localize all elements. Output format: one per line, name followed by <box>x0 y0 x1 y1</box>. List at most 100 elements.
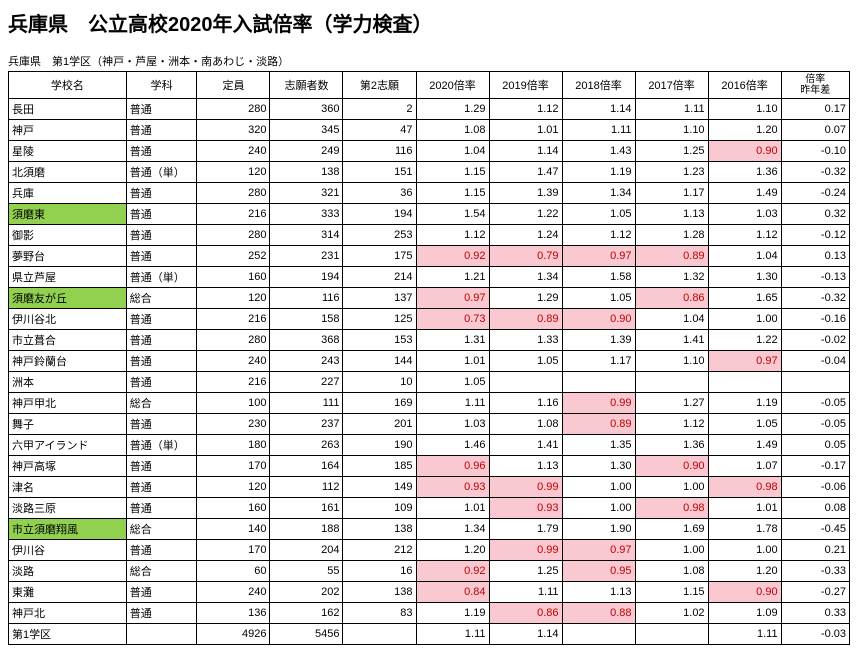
cell-r19: 0.86 <box>489 603 562 624</box>
cell-total: 1.11 <box>708 624 781 645</box>
cell-dept: 普通 <box>126 351 197 372</box>
cell-r19: 1.16 <box>489 393 562 414</box>
cell-r16: 1.20 <box>708 120 781 141</box>
cell-diff: 0.05 <box>781 435 849 456</box>
cell-r17: 1.69 <box>635 519 708 540</box>
col-applicants: 志願者数 <box>270 72 343 99</box>
cell-dept: 普通 <box>126 372 197 393</box>
cell-diff: -0.33 <box>781 561 849 582</box>
cell-dept: 普通 <box>126 183 197 204</box>
cell-r20: 0.73 <box>416 309 489 330</box>
cell-diff: -0.12 <box>781 225 849 246</box>
cell-r17: 1.17 <box>635 183 708 204</box>
cell-cap: 280 <box>197 225 270 246</box>
cell-app: 112 <box>270 477 343 498</box>
col-2016: 2016倍率 <box>708 72 781 99</box>
cell-r20: 1.34 <box>416 519 489 540</box>
table-row: 長田普通28036021.291.121.141.111.100.17 <box>9 99 850 120</box>
cell-school: 神戸北 <box>9 603 127 624</box>
cell-r16: 1.20 <box>708 561 781 582</box>
cell-school: 北須磨 <box>9 162 127 183</box>
cell-app: 227 <box>270 372 343 393</box>
table-row: 津名普通1201121490.930.991.001.000.98-0.06 <box>9 477 850 498</box>
cell-school: 夢野台 <box>9 246 127 267</box>
cell-cap: 100 <box>197 393 270 414</box>
cell-sec: 201 <box>343 414 416 435</box>
cell-school: 神戸鈴蘭台 <box>9 351 127 372</box>
cell-r18: 1.05 <box>562 288 635 309</box>
cell-r19: 1.29 <box>489 288 562 309</box>
cell-diff: 0.21 <box>781 540 849 561</box>
cell-app: 368 <box>270 330 343 351</box>
cell-r20: 0.92 <box>416 246 489 267</box>
cell-diff: -0.05 <box>781 414 849 435</box>
cell-sec: 10 <box>343 372 416 393</box>
cell-app: 162 <box>270 603 343 624</box>
cell-school: 洲本 <box>9 372 127 393</box>
cell-r20: 1.01 <box>416 351 489 372</box>
cell-r20: 0.92 <box>416 561 489 582</box>
cell-r19: 0.79 <box>489 246 562 267</box>
cell-r18: 1.43 <box>562 141 635 162</box>
cell-sec: 47 <box>343 120 416 141</box>
cell-r18: 0.88 <box>562 603 635 624</box>
table-row: 神戸北普通136162831.190.860.881.021.090.33 <box>9 603 850 624</box>
cell-r19: 1.24 <box>489 225 562 246</box>
cell-total: 1.14 <box>489 624 562 645</box>
table-row: 夢野台普通2522311750.920.790.970.891.040.13 <box>9 246 850 267</box>
cell-r17: 1.10 <box>635 351 708 372</box>
cell-sec: 138 <box>343 519 416 540</box>
cell-r18: 1.14 <box>562 99 635 120</box>
cell-r19: 1.25 <box>489 561 562 582</box>
cell-cap: 280 <box>197 183 270 204</box>
cell-cap: 240 <box>197 582 270 603</box>
cell-diff: 0.07 <box>781 120 849 141</box>
cell-app: 202 <box>270 582 343 603</box>
col-school: 学校名 <box>9 72 127 99</box>
cell-cap: 320 <box>197 120 270 141</box>
table-row: 洲本普通216227101.05 <box>9 372 850 393</box>
cell-sec: 253 <box>343 225 416 246</box>
cell-school: 東灘 <box>9 582 127 603</box>
cell-r17: 1.32 <box>635 267 708 288</box>
cell-cap: 240 <box>197 141 270 162</box>
cell-r16: 1.49 <box>708 435 781 456</box>
cell-r18: 0.89 <box>562 414 635 435</box>
cell-school: 六甲アイランド <box>9 435 127 456</box>
cell-sec: 138 <box>343 582 416 603</box>
cell-r19: 1.14 <box>489 141 562 162</box>
cell-app: 263 <box>270 435 343 456</box>
cell-diff: -0.04 <box>781 351 849 372</box>
cell-cap: 170 <box>197 540 270 561</box>
cell-r17: 0.90 <box>635 456 708 477</box>
table-row: 北須磨普通（単）1201381511.151.471.191.231.36-0.… <box>9 162 850 183</box>
cell-cap: 160 <box>197 498 270 519</box>
cell-r20: 1.20 <box>416 540 489 561</box>
cell-sec: 153 <box>343 330 416 351</box>
cell-diff: 0.17 <box>781 99 849 120</box>
cell-school: 長田 <box>9 99 127 120</box>
cell-r19: 1.01 <box>489 120 562 141</box>
cell-r20: 1.08 <box>416 120 489 141</box>
table-row: 神戸甲北総合1001111691.111.160.991.271.19-0.05 <box>9 393 850 414</box>
cell-r18: 0.90 <box>562 309 635 330</box>
district-subtitle: 兵庫県 第1学区（神戸・芦屋・洲本・南あわじ・淡路） <box>8 53 850 69</box>
ratio-table: 学校名 学科 定員 志願者数 第2志願 2020倍率 2019倍率 2018倍率… <box>8 71 850 645</box>
cell-cap: 280 <box>197 99 270 120</box>
cell-school: 津名 <box>9 477 127 498</box>
cell-r20: 1.31 <box>416 330 489 351</box>
cell-dept: 普通 <box>126 204 197 225</box>
cell-r17: 1.00 <box>635 477 708 498</box>
cell-app: 321 <box>270 183 343 204</box>
cell-app: 237 <box>270 414 343 435</box>
cell-r17: 1.12 <box>635 414 708 435</box>
cell-dept: 普通（単） <box>126 267 197 288</box>
cell-sec: 2 <box>343 99 416 120</box>
cell-cap: 120 <box>197 162 270 183</box>
cell-r20: 1.12 <box>416 225 489 246</box>
table-row: 六甲アイランド普通（単）1802631901.461.411.351.361.4… <box>9 435 850 456</box>
table-row: 東灘普通2402021380.841.111.131.150.90-0.27 <box>9 582 850 603</box>
cell-school: 舞子 <box>9 414 127 435</box>
cell-r18: 1.13 <box>562 582 635 603</box>
cell-r19: 1.13 <box>489 456 562 477</box>
